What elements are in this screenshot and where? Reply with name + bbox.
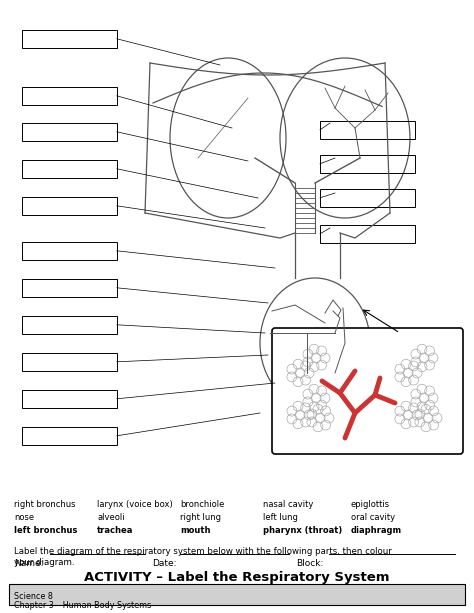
Bar bbox=[320, 224, 415, 243]
Text: trachea: trachea bbox=[97, 526, 134, 535]
Bar bbox=[9, 584, 465, 605]
Bar bbox=[22, 352, 117, 371]
Bar bbox=[22, 123, 117, 141]
Text: larynx (voice box): larynx (voice box) bbox=[97, 500, 173, 509]
Bar bbox=[22, 390, 117, 408]
Text: epiglottis: epiglottis bbox=[351, 500, 390, 509]
Bar bbox=[320, 189, 415, 207]
Bar bbox=[22, 159, 117, 178]
Bar bbox=[320, 121, 415, 139]
Bar bbox=[22, 279, 117, 297]
Text: bronchiole: bronchiole bbox=[180, 500, 225, 509]
Bar bbox=[22, 86, 117, 105]
Text: right bronchus: right bronchus bbox=[14, 500, 76, 509]
Bar bbox=[22, 242, 117, 260]
Text: right lung: right lung bbox=[180, 513, 221, 522]
FancyBboxPatch shape bbox=[272, 328, 463, 454]
Text: pharynx (throat): pharynx (throat) bbox=[263, 526, 342, 535]
Text: Name:: Name: bbox=[14, 559, 44, 568]
Text: diaphragm: diaphragm bbox=[351, 526, 402, 535]
Text: nasal cavity: nasal cavity bbox=[263, 500, 313, 509]
Text: Label the diagram of the respiratory system below with the following parts, then: Label the diagram of the respiratory sys… bbox=[14, 547, 392, 567]
Text: Block:: Block: bbox=[296, 559, 324, 568]
Bar bbox=[320, 154, 415, 173]
Text: alveoli: alveoli bbox=[97, 513, 125, 522]
Bar bbox=[22, 197, 117, 215]
Text: Science 8: Science 8 bbox=[14, 592, 53, 601]
Text: Chapter 3 – Human Body Systems: Chapter 3 – Human Body Systems bbox=[14, 601, 152, 610]
Text: ACTIVITY – Label the Respiratory System: ACTIVITY – Label the Respiratory System bbox=[84, 571, 390, 584]
Text: oral cavity: oral cavity bbox=[351, 513, 395, 522]
Bar bbox=[22, 427, 117, 445]
Bar bbox=[22, 316, 117, 334]
Text: Date:: Date: bbox=[152, 559, 176, 568]
Text: nose: nose bbox=[14, 513, 34, 522]
Text: left bronchus: left bronchus bbox=[14, 526, 78, 535]
Bar bbox=[22, 29, 117, 48]
Text: left lung: left lung bbox=[263, 513, 298, 522]
Text: mouth: mouth bbox=[180, 526, 210, 535]
